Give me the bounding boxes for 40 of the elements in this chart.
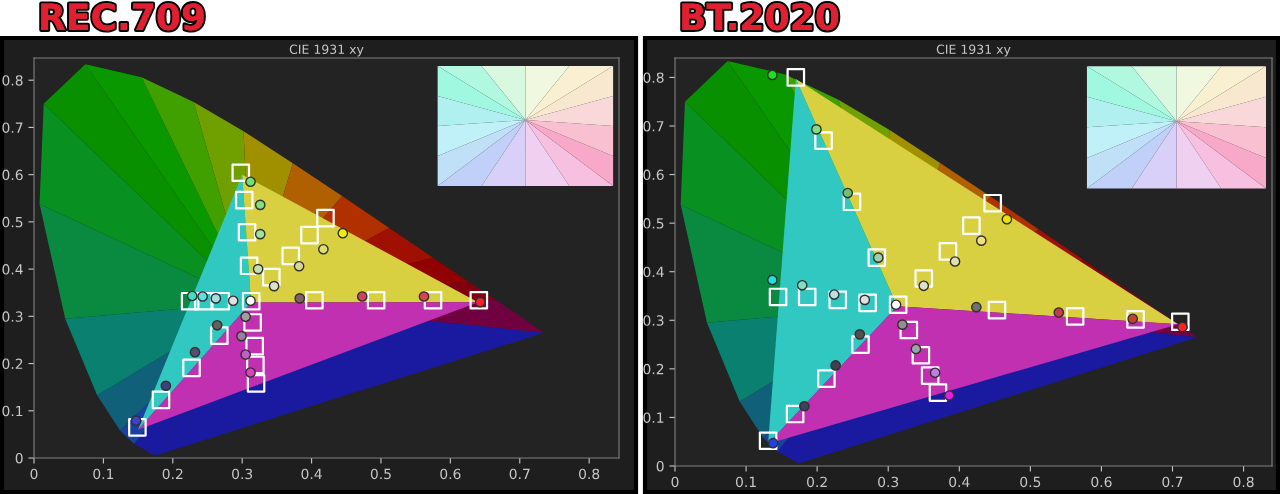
y-tick-label: 0.6 — [643, 169, 664, 181]
y-tick-label: 0.4 — [643, 266, 664, 278]
y-tick-label: 0 — [656, 460, 664, 472]
x-tick-label: 0.3 — [232, 468, 253, 480]
x-tick-label: 0.7 — [1162, 476, 1183, 488]
x-tick-label: 0.5 — [1020, 476, 1041, 488]
x-tick-label: 0.3 — [878, 476, 899, 488]
x-tick-label: 0.2 — [162, 468, 183, 480]
chart-subtitle: CIE 1931 xy — [936, 44, 1011, 57]
x-tick-label: 0.1 — [735, 476, 756, 488]
chart-title: REC.709 — [41, 3, 204, 31]
x-tick-label: 0.8 — [1233, 476, 1254, 488]
x-tick-label: 0.5 — [370, 468, 391, 480]
y-tick-label: 0.6 — [2, 169, 23, 181]
y-tick-label: 0.1 — [643, 412, 664, 423]
chart-title: BT.2020 — [682, 3, 839, 31]
x-tick-label: 0 — [671, 476, 679, 488]
y-tick-label: 0.1 — [2, 405, 23, 417]
y-tick-label: 0.2 — [643, 363, 664, 375]
y-tick-label: 0.7 — [643, 120, 664, 132]
y-tick-label: 0.5 — [643, 218, 664, 229]
y-tick-label: 0 — [15, 452, 23, 464]
y-tick-label: 0.7 — [2, 122, 23, 133]
x-tick-label: 0.6 — [440, 468, 461, 480]
y-tick-label: 0.2 — [2, 358, 23, 370]
x-tick-label: 0.8 — [579, 468, 600, 480]
y-tick-label: 0.4 — [2, 264, 23, 275]
x-tick-label: 0.2 — [807, 476, 827, 488]
y-tick-label: 0.8 — [643, 72, 664, 83]
y-tick-label: 0.5 — [2, 216, 23, 228]
x-tick-label: 0.4 — [949, 476, 970, 488]
x-tick-label: 0.7 — [509, 468, 530, 480]
y-tick-label: 0.3 — [643, 315, 664, 326]
x-tick-label: 0 — [30, 468, 38, 480]
chart-subtitle: CIE 1931 xy — [289, 44, 364, 57]
x-tick-label: 0.1 — [93, 468, 114, 480]
y-tick-label: 0.8 — [2, 75, 23, 86]
x-tick-label: 0.6 — [1091, 476, 1112, 488]
y-tick-label: 0.3 — [2, 311, 23, 322]
x-tick-label: 0.4 — [301, 468, 322, 480]
